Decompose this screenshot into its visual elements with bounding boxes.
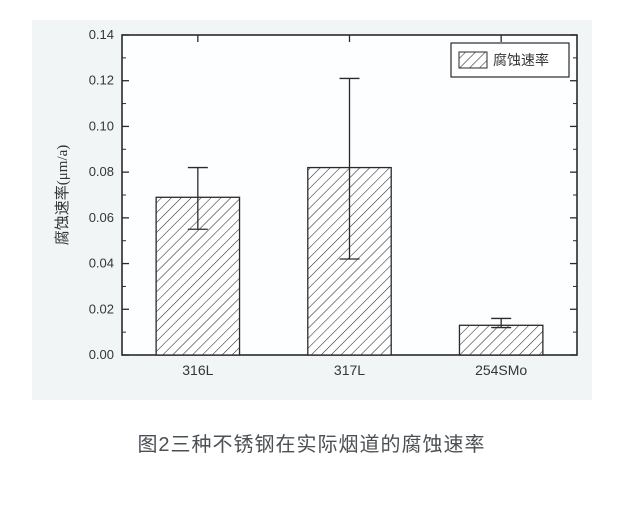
svg-text:316L: 316L bbox=[182, 362, 213, 378]
svg-text:腐蚀速率: 腐蚀速率 bbox=[493, 52, 549, 69]
bar-chart-svg: 0.00 0.02 0.04 0.06 0.08 0.10 0.12 0.14 腐蚀速率(μm/… bbox=[32, 20, 592, 400]
svg-text:0.02: 0.02 bbox=[88, 301, 113, 316]
figure-container: 0.00 0.02 0.04 0.06 0.08 0.10 0.12 0.14 腐蚀速率(μm/… bbox=[0, 0, 623, 505]
svg-text:腐蚀速率(μm/a): 腐蚀速率(μm/a) bbox=[53, 145, 71, 246]
svg-text:254SMo: 254SMo bbox=[475, 362, 527, 378]
svg-text:0.10: 0.10 bbox=[88, 118, 113, 133]
svg-text:0.08: 0.08 bbox=[88, 164, 113, 179]
svg-text:0.00: 0.00 bbox=[88, 347, 113, 362]
svg-text:0.12: 0.12 bbox=[88, 73, 113, 88]
svg-text:0.06: 0.06 bbox=[88, 210, 113, 225]
svg-text:0.04: 0.04 bbox=[88, 256, 113, 271]
chart-panel: 0.00 0.02 0.04 0.06 0.08 0.10 0.12 0.14 腐蚀速率(μm/… bbox=[32, 20, 592, 400]
svg-text:317L: 317L bbox=[333, 362, 364, 378]
svg-text:0.14: 0.14 bbox=[88, 27, 113, 42]
figure-caption: 图2三种不锈钢在实际烟道的腐蚀速率 bbox=[20, 428, 603, 457]
